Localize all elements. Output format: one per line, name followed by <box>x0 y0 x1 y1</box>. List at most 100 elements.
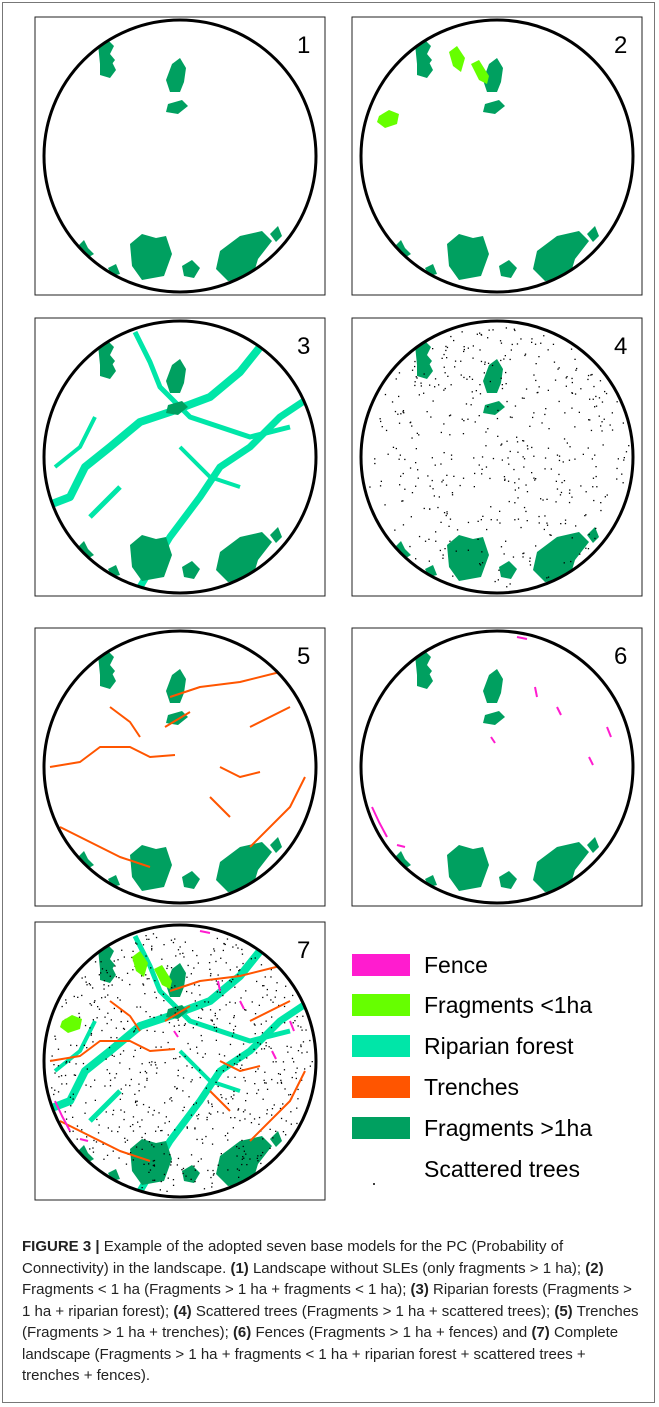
scattered-tree <box>65 1075 66 1076</box>
scattered-tree <box>434 495 435 496</box>
scattered-tree <box>575 525 576 526</box>
scattered-tree <box>100 972 101 973</box>
scattered-tree <box>497 436 498 437</box>
scattered-tree <box>257 1158 258 1159</box>
scattered-tree <box>140 1048 141 1049</box>
page: 1234567FenceFragments <1haRiparian fores… <box>0 0 659 1407</box>
scattered-tree <box>472 379 473 380</box>
scattered-tree <box>381 481 382 482</box>
scattered-tree <box>73 1094 74 1095</box>
scattered-tree <box>523 553 524 554</box>
scattered-tree <box>201 1158 202 1159</box>
scattered-tree <box>280 1080 281 1081</box>
scattered-tree <box>564 438 565 439</box>
scattered-tree <box>530 564 531 565</box>
scattered-tree <box>566 376 567 377</box>
scattered-tree <box>487 337 488 338</box>
scattered-tree <box>107 1023 108 1024</box>
scattered-tree <box>533 412 534 413</box>
scattered-tree <box>456 551 457 552</box>
scattered-tree <box>142 1149 143 1150</box>
scattered-tree <box>595 396 596 397</box>
scattered-tree <box>222 995 223 996</box>
caption-ref: (1) <box>230 1260 248 1277</box>
scattered-tree <box>533 456 534 457</box>
scattered-tree <box>429 508 430 509</box>
scattered-tree <box>234 987 235 988</box>
scattered-tree <box>430 486 431 487</box>
scattered-tree <box>245 1100 246 1101</box>
scattered-tree <box>191 1154 192 1155</box>
scattered-tree <box>588 548 589 549</box>
scattered-tree <box>70 1105 71 1106</box>
scattered-tree <box>469 376 470 377</box>
scattered-tree <box>514 502 515 503</box>
scattered-tree <box>522 397 523 398</box>
scattered-tree <box>500 360 501 361</box>
scattered-tree <box>588 447 589 448</box>
scattered-tree <box>533 374 534 375</box>
scattered-tree <box>161 1046 162 1047</box>
scattered-tree <box>91 1005 92 1006</box>
scattered-tree <box>254 1083 255 1084</box>
scattered-tree <box>240 1068 241 1069</box>
scattered-tree <box>134 1094 135 1095</box>
scattered-tree <box>179 1031 180 1032</box>
scattered-tree <box>185 1176 186 1177</box>
scattered-tree <box>168 1178 169 1179</box>
scattered-tree <box>125 1084 126 1085</box>
scattered-tree <box>588 375 589 376</box>
scattered-tree <box>430 416 431 417</box>
scattered-tree <box>232 979 233 980</box>
scattered-tree <box>200 1077 201 1078</box>
scattered-tree <box>234 1077 235 1078</box>
scattered-tree <box>206 1088 207 1089</box>
scattered-tree <box>160 1130 161 1131</box>
scattered-tree <box>312 1061 313 1062</box>
scattered-tree <box>242 954 243 955</box>
scattered-tree <box>250 1113 251 1114</box>
scattered-tree <box>165 1062 166 1063</box>
scattered-tree <box>479 415 480 416</box>
scattered-tree <box>257 1160 258 1161</box>
scattered-tree <box>227 1169 228 1170</box>
scattered-tree <box>489 478 490 479</box>
scattered-tree <box>523 466 524 467</box>
scattered-tree <box>481 361 482 362</box>
scattered-tree <box>229 1023 230 1024</box>
scattered-tree <box>58 1049 59 1050</box>
legend-swatch <box>352 1035 410 1057</box>
scattered-tree <box>149 1062 150 1063</box>
scattered-tree <box>570 561 571 562</box>
scattered-tree <box>411 425 412 426</box>
scattered-tree <box>122 980 123 981</box>
caption-ref: (7) <box>531 1324 549 1341</box>
scattered-tree <box>233 1029 234 1030</box>
scattered-tree <box>300 1026 301 1027</box>
scattered-tree <box>227 1076 228 1077</box>
scattered-tree <box>194 1128 195 1129</box>
scattered-tree <box>242 1156 243 1157</box>
scattered-tree <box>468 348 469 349</box>
scattered-tree <box>545 457 546 458</box>
scattered-tree <box>90 1086 91 1087</box>
scattered-tree <box>385 394 386 395</box>
scattered-tree <box>270 976 271 977</box>
scattered-tree <box>415 381 416 382</box>
scattered-tree <box>218 1086 219 1087</box>
scattered-tree <box>73 1131 74 1132</box>
scattered-tree <box>114 1077 115 1078</box>
scattered-tree <box>572 537 573 538</box>
scattered-tree <box>145 935 146 936</box>
scattered-tree <box>208 1102 209 1103</box>
scattered-tree <box>575 393 576 394</box>
scattered-tree <box>122 1093 123 1094</box>
scattered-tree <box>245 1010 246 1011</box>
scattered-tree <box>86 1136 87 1137</box>
scattered-tree <box>443 480 444 481</box>
scattered-tree <box>136 1146 137 1147</box>
scattered-tree <box>445 350 446 351</box>
scattered-tree <box>485 431 486 432</box>
scattered-tree <box>301 1030 302 1031</box>
scattered-tree <box>467 419 468 420</box>
